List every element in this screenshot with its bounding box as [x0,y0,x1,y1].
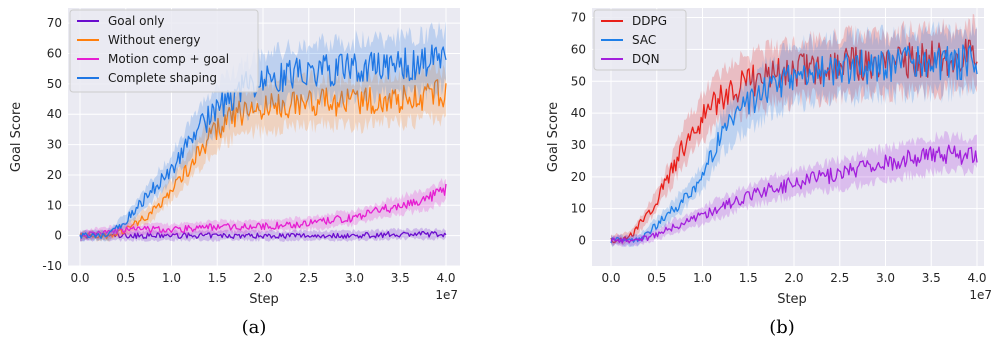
y-tick-label: 30 [47,138,62,152]
xlabel-a: Step [249,292,279,307]
series-band-1 [611,21,977,248]
series-line-1 [79,79,447,240]
series-band-3 [80,21,446,242]
chart-b: 0.0 0.5 1.0 1.5 2.0 2.5 3.0 3.5 4.0 0 10 20 30 40 50 60… [546,8,992,338]
series-a [79,21,447,242]
x-tick-label: 4.0 [436,271,455,285]
series-band-1 [80,61,446,242]
y-tick-label: 60 [571,42,586,56]
ticks-b: 0.0 0.5 1.0 1.5 2.0 2.5 3.0 3.5 4.0 0 10 20 30 40 50 60… [571,11,987,285]
y-tick-label: 10 [571,202,586,216]
series-line-2 [79,183,447,237]
x-tick-label: 2.0 [784,271,803,285]
x-tick-label: 0.0 [70,271,89,285]
y-tick-label: 30 [571,138,586,152]
x-tick-label: 1.0 [693,271,712,285]
y-tick-label: 70 [571,11,586,25]
ylabel-b: Goal Score [546,102,561,172]
x-exponent-a: 1e7 [435,288,458,302]
x-tick-label: 2.5 [299,271,318,285]
ylabel-a: Goal Score [9,102,24,172]
legend-label-0: DDPG [632,14,667,28]
y-tick-label: 40 [47,107,62,121]
series-line-1 [610,44,978,244]
series-band-0 [80,227,446,242]
legend-label-1: SAC [632,33,656,47]
ticks-a: 0.0 0.5 1.0 1.5 2.0 2.5 3.0 3.5 4.0 -10 0 10 20 30 40 5… [42,16,455,285]
y-tick-label: -10 [42,259,62,273]
legend-label-1: Without energy [108,33,201,47]
legend-a: Goal only Without energy Motion comp + goa… [69,9,259,93]
legend-label-2: DQN [632,52,660,66]
series-line-3 [79,44,447,239]
y-tick-label: 0 [578,234,586,248]
y-tick-label: 50 [571,74,586,88]
x-tick-label: 3.5 [922,271,941,285]
series-band-2 [80,177,446,242]
y-tick-label: 20 [47,168,62,182]
y-tick-label: 60 [47,47,62,61]
chart-a: 0.0 0.5 1.0 1.5 2.0 2.5 3.0 3.5 4.0 -10 0 10 20 30 40 5… [9,8,460,338]
x-tick-label: 0.0 [601,271,620,285]
x-tick-label: 2.5 [830,271,849,285]
series-line-2 [610,144,978,244]
x-tick-label: 1.5 [739,271,758,285]
x-tick-label: 4.0 [967,271,986,285]
x-tick-label: 3.0 [876,271,895,285]
caption-a: (a) [242,317,267,338]
legend-label-2: Motion comp + goal [108,52,229,66]
x-tick-label: 2.0 [253,271,272,285]
y-tick-label: 20 [571,170,586,184]
y-tick-label: 70 [47,16,62,30]
x-tick-label: 0.5 [647,271,666,285]
y-tick-label: 0 [54,229,62,243]
x-tick-label: 0.5 [116,271,135,285]
legend-b: DDPG SAC DQN [593,9,687,71]
x-tick-label: 1.0 [162,271,181,285]
y-tick-label: 40 [571,106,586,120]
y-tick-label: 50 [47,77,62,91]
legend-b-box [593,9,687,71]
x-tick-label: 3.0 [345,271,364,285]
series-b [610,13,978,248]
y-tick-label: 10 [47,198,62,212]
legend-label-3: Complete shaping [108,71,217,85]
x-tick-label: 1.5 [208,271,227,285]
legend-label-0: Goal only [108,14,165,28]
xlabel-b: Step [777,292,807,307]
grid-b [592,8,984,266]
x-exponent-b: 1e7 [969,288,992,302]
x-tick-label: 3.5 [391,271,410,285]
caption-b: (b) [769,317,795,338]
legend-a-box [69,9,259,93]
series-line-0 [79,230,447,239]
